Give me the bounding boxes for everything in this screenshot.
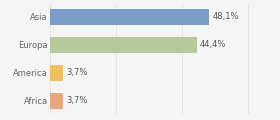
Text: 3,7%: 3,7%: [66, 68, 87, 77]
Bar: [50, 9, 209, 25]
Bar: [50, 93, 63, 109]
Text: 48,1%: 48,1%: [212, 12, 239, 21]
Bar: [50, 65, 63, 81]
Text: 3,7%: 3,7%: [66, 96, 87, 105]
Bar: [50, 37, 197, 53]
Text: 44,4%: 44,4%: [200, 40, 226, 49]
